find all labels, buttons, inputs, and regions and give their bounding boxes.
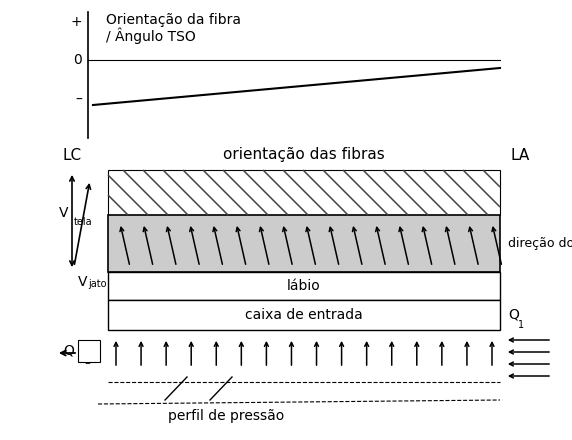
Bar: [108, 215, 500, 272]
Bar: [108, 170, 500, 215]
Text: –: –: [75, 93, 82, 107]
Text: lábio: lábio: [287, 279, 321, 293]
Bar: [108, 300, 500, 330]
Text: orientação das fibras: orientação das fibras: [223, 147, 385, 162]
Bar: [78, 340, 100, 362]
Bar: [108, 272, 500, 300]
Text: V: V: [78, 275, 88, 289]
Text: perfil de pressão: perfil de pressão: [168, 409, 284, 423]
Text: caixa de entrada: caixa de entrada: [245, 308, 363, 322]
Text: LC: LC: [62, 147, 82, 162]
Text: jato: jato: [88, 279, 106, 289]
Text: +: +: [70, 15, 82, 29]
Text: Q: Q: [63, 344, 74, 358]
Text: Orientação da fibra: Orientação da fibra: [106, 13, 241, 27]
Text: 0: 0: [73, 53, 82, 67]
Text: / Ângulo TSO: / Ângulo TSO: [106, 28, 196, 44]
Text: 1: 1: [518, 320, 524, 330]
Text: direção do jato: direção do jato: [508, 237, 572, 250]
Text: tela: tela: [74, 217, 93, 227]
Text: LA: LA: [510, 147, 530, 162]
Text: V: V: [58, 206, 68, 220]
Text: Q: Q: [508, 308, 519, 322]
Text: 2: 2: [84, 356, 90, 366]
